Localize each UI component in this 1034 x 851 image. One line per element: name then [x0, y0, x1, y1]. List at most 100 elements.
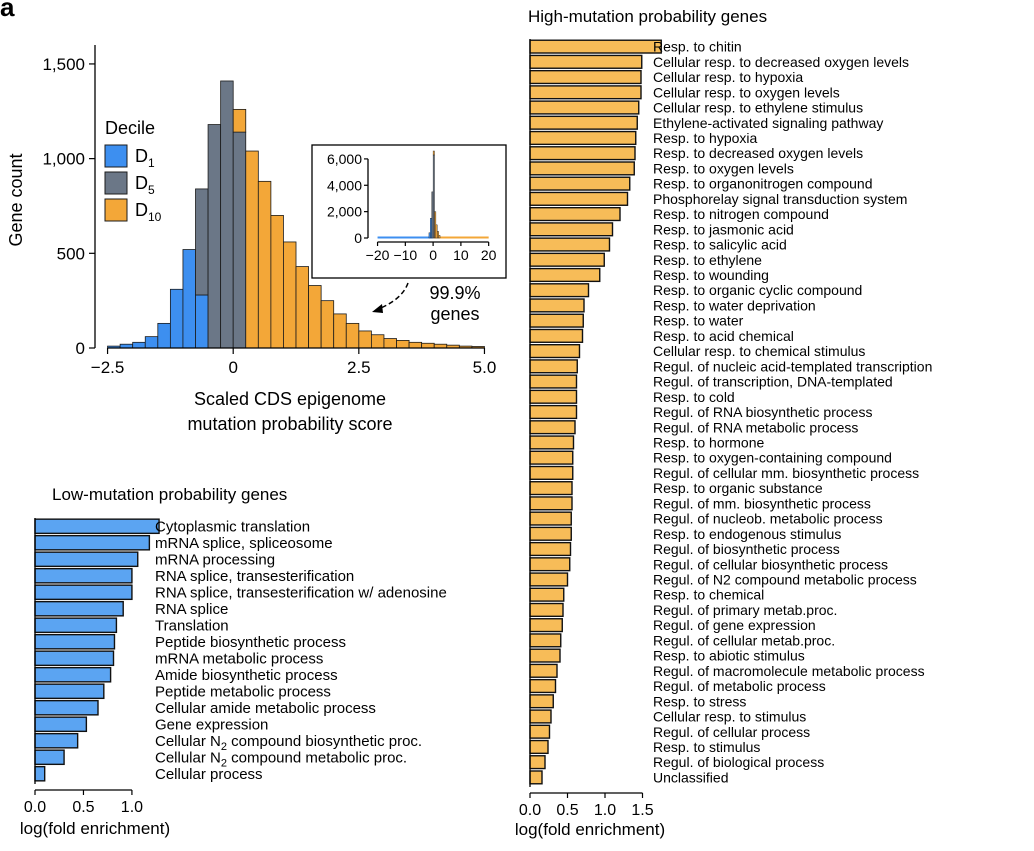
high-mutation-label-34: Regul. of cellular biosynthetic process — [653, 556, 888, 572]
high-mutation-label-36: Resp. to chemical — [653, 587, 764, 603]
high-mutation-label-10: Phosphorelay signal transduction system — [653, 191, 907, 207]
histogram-bar-d10-bin-13 — [270, 215, 284, 349]
histogram-bar-d10-bin-12 — [257, 180, 272, 349]
low-mutation-bar-1 — [34, 534, 151, 551]
inset-y-tick-label-1: 2,000 — [327, 204, 362, 220]
inset-bar-d10-bin-7 — [438, 235, 441, 239]
inset-bar-d10-bin-4 — [434, 211, 437, 239]
high-mutation-bar-37 — [529, 602, 564, 618]
inset-bars — [377, 150, 489, 239]
histogram-bar-d10-bin-15 — [295, 266, 309, 349]
panel-label: a — [0, 0, 15, 22]
high-mutation-bar-17 — [529, 298, 585, 313]
high-mutation-bar-12 — [529, 222, 614, 237]
low-mutation-label-12: Gene expression — [155, 717, 268, 734]
high-mutation-bar-38 — [529, 618, 563, 633]
high-mutation-bar-24 — [529, 404, 578, 420]
histogram-bar-d10-bin-23 — [396, 340, 410, 349]
high-mutation-label-40: Resp. to abiotic stimulus — [653, 648, 805, 664]
inset-y-tick-label-3: 6,000 — [327, 151, 362, 167]
low-mutation-label-13-sub: 2 — [221, 741, 227, 753]
low-mutation-label-0: Cytoplasmic translation — [155, 519, 310, 536]
high-mutation-bar-22 — [529, 374, 578, 389]
high-mutation-bar-2 — [529, 69, 642, 85]
high-mutation-bar-25 — [529, 420, 576, 435]
high-mutation-bar-0 — [529, 39, 662, 54]
high-mutation-label-4: Cellular resp. to ethylene stimulus — [653, 100, 863, 116]
inset-chart: 0 2,000 4,000 6,000 −20 −10 0 10 20 — [311, 144, 507, 279]
low-mutation-label-13-part-1: Cellular N — [155, 733, 221, 750]
high-mutation-label-22: Regul. of transcription, DNA-templated — [653, 374, 893, 390]
histogram-xlabel-line-1: Scaled CDS epigenome — [194, 389, 386, 409]
histogram-bar-d10-bin-22 — [383, 338, 397, 349]
high-mutation-bar-39 — [529, 633, 562, 648]
high-mutation-bar-45 — [529, 724, 551, 739]
high-mutation-label-12: Resp. to jasmonic acid — [653, 221, 794, 237]
high-mutation-label-30: Regul. of mm. biosynthetic process — [653, 495, 871, 511]
high-mutation-label-25: Regul. of RNA metabolic process — [653, 419, 858, 435]
high-mutation-label-16: Resp. to organic cyclic compound — [653, 282, 862, 298]
high-mutation-label-32: Resp. to endogenous stimulus — [653, 526, 841, 542]
high-mutation-label-26: Resp. to hormone — [653, 434, 764, 450]
low-mutation-label-14: Cellular N2 compound metabolic proc. — [155, 750, 407, 770]
low-mutation-label-10: Peptide metabolic process — [155, 684, 331, 701]
low-mutation-label-9: Amide biosynthetic process — [155, 667, 338, 684]
high-mutation-label-38: Regul. of gene expression — [653, 617, 816, 633]
low-mutation-chart: Low-mutation probability genes Cytoplasm… — [20, 485, 447, 838]
high-mutation-x-tick-label-2: 1.0 — [594, 802, 616, 819]
high-mutation-label-0: Resp. to chitin — [653, 39, 742, 55]
high-mutation-bar-29 — [529, 481, 573, 496]
low-mutation-x-tick-label-2: 1.0 — [121, 799, 143, 816]
annotation-arrow — [375, 282, 409, 311]
histogram-bar-d5-bin-9 — [220, 80, 234, 349]
high-mutation-label-29: Resp. to organic substance — [653, 480, 823, 496]
histogram-x-tick-label-1: 0 — [228, 358, 237, 377]
inset-y-tick-label-0: 0 — [354, 230, 362, 246]
high-mutation-bar-44 — [529, 709, 552, 724]
high-mutation-label-23: Resp. to cold — [653, 389, 735, 405]
histogram-bar-d1-bin-6 — [182, 249, 196, 349]
low-mutation-label-7: Peptide biosynthetic process — [155, 634, 346, 651]
high-mutation-axes: 0.0 0.5 1.0 1.5 — [519, 39, 654, 819]
high-mutation-label-18: Resp. to water — [653, 313, 744, 329]
high-mutation-bar-13 — [529, 237, 611, 252]
high-mutation-label-35: Regul. of N2 compound metabolic process — [653, 572, 917, 588]
legend-title: Decile — [105, 118, 155, 138]
histogram-bar-d1-bin-5 — [169, 288, 184, 349]
inset-axes: 0 2,000 4,000 6,000 −20 −10 0 10 20 — [327, 151, 497, 263]
low-mutation-label-5: RNA splice — [155, 601, 228, 618]
low-mutation-label-8: mRNA metabolic process — [155, 651, 323, 668]
high-mutation-label-48: Unclassified — [653, 769, 728, 785]
high-mutation-bar-47 — [529, 755, 546, 770]
annotation-line-1: 99.9% — [429, 283, 480, 303]
high-mutation-bar-11 — [529, 206, 621, 222]
legend-swatch-2 — [104, 198, 128, 222]
high-mutation-label-6: Resp. to hypoxia — [653, 130, 757, 146]
high-mutation-bar-32 — [529, 526, 572, 541]
histogram-y-tick-label-3: 1,500 — [42, 55, 85, 74]
histogram-bar-d10-bin-14 — [283, 241, 297, 349]
low-mutation-label-13-part-2: compound biosynthetic proc. — [227, 733, 422, 750]
high-mutation-bar-4 — [529, 100, 640, 115]
legend-label-sub-2: 10 — [148, 210, 162, 224]
high-mutation-bar-16 — [529, 283, 590, 298]
high-mutation-x-tick-label-1: 0.5 — [556, 802, 578, 819]
high-mutation-label-20: Cellular resp. to chemical stimulus — [653, 343, 865, 359]
high-mutation-label-39: Regul. of cellular metab.proc. — [653, 632, 835, 648]
inset-x-tick-label-1: −10 — [393, 247, 417, 263]
high-mutation-label-31: Regul. of nucleob. metabolic process — [653, 511, 883, 527]
low-mutation-label-11: Cellular amide metabolic process — [155, 700, 376, 717]
high-mutation-label-21: Regul. of nucleic acid-templated transcr… — [653, 358, 932, 374]
low-mutation-label-4: RNA splice, transesterification w/ adeno… — [155, 585, 447, 602]
high-mutation-bar-14 — [529, 252, 605, 267]
high-mutation-bar-30 — [529, 496, 573, 511]
histogram-y-tick-label-0: 0 — [76, 339, 85, 358]
legend-label-sub-0: 1 — [148, 156, 155, 170]
inset-bar-d1-bin-1 — [430, 218, 432, 239]
histogram-xlabel-line-2: mutation probability score — [187, 414, 392, 434]
